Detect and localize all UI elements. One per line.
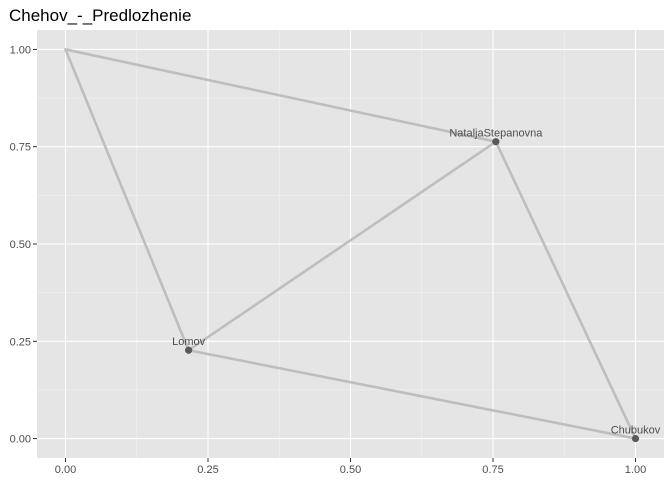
x-tick-label: 0.25: [197, 464, 218, 476]
node-label: Lomov: [172, 336, 206, 348]
x-tick-label: 0.50: [340, 464, 361, 476]
chart-title: Chehov_-_Predlozhenie: [9, 6, 191, 25]
node-label: Chubukov: [611, 425, 661, 437]
network-node: [631, 434, 640, 443]
node-labels: NataljaStepanovna Lomov Chubukov: [172, 128, 661, 437]
y-tick-label: 0.25: [10, 336, 31, 348]
node-label: NataljaStepanovna: [449, 128, 543, 140]
y-tick-label: 0.00: [10, 434, 31, 446]
grid-major: [37, 30, 664, 458]
network-edge: [64, 48, 498, 143]
network-node: [185, 346, 193, 354]
x-tick-label: 1.00: [625, 464, 646, 476]
y-tick-label: 1.00: [10, 44, 31, 56]
nodes: [185, 138, 640, 443]
x-axis: 0.00 0.25 0.50 0.75 1.00: [55, 458, 646, 476]
edges: [64, 48, 637, 440]
network-edge: [187, 348, 637, 440]
y-axis: 0.00 0.25 0.50 0.75 1.00: [10, 44, 37, 446]
y-tick-label: 0.50: [10, 239, 31, 251]
x-tick-label: 0.00: [55, 464, 76, 476]
y-tick-label: 0.75: [10, 142, 31, 154]
network-node: [492, 138, 500, 146]
network-edge: [494, 140, 637, 440]
network-edge: [64, 48, 190, 352]
x-tick-label: 0.75: [482, 464, 503, 476]
network-edge: [187, 140, 498, 352]
